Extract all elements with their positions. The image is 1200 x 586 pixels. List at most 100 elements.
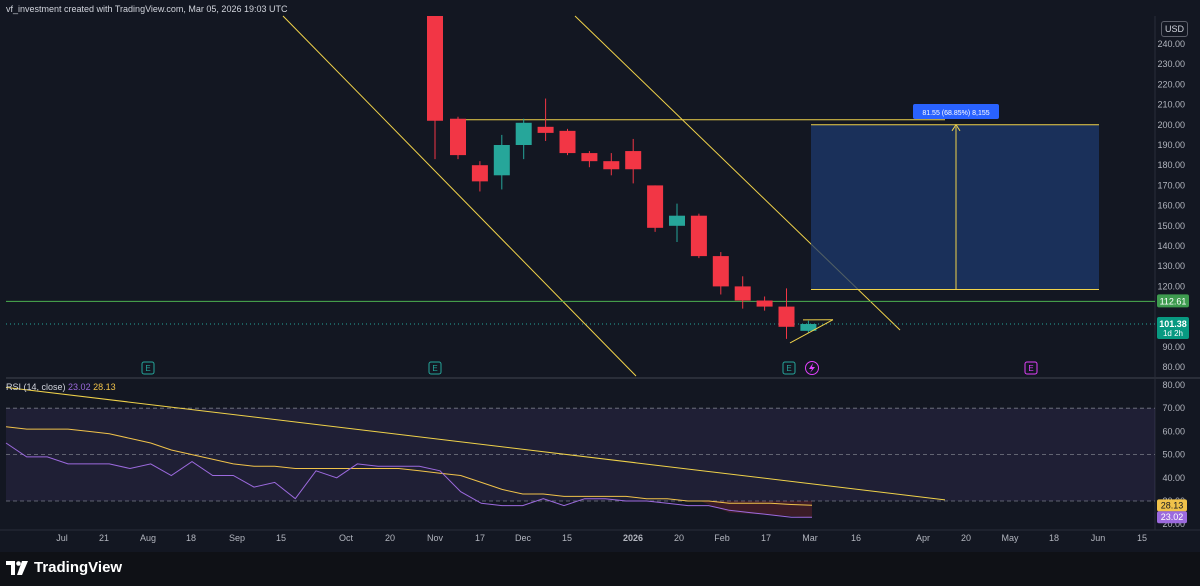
rsi-legend-title: RSI (14, close) (6, 382, 66, 392)
rsi-oversold-fill (700, 501, 812, 518)
price-tick-label: 120.00 (1157, 281, 1185, 291)
time-tick-label: 17 (761, 533, 771, 543)
time-tick-label: Feb (714, 533, 730, 543)
candle-body (559, 130, 576, 154)
price-tick-label: 240.00 (1157, 39, 1185, 49)
tradingview-logo-text: TradingView (34, 559, 123, 576)
candle-body (603, 161, 620, 170)
time-tick-label: Aug (140, 533, 156, 543)
candle-body (734, 286, 751, 301)
candle-body (690, 215, 707, 257)
pattern-line-lower (789, 319, 834, 344)
rsi-tick-label: 60.00 (1162, 426, 1185, 436)
candle-body (647, 185, 664, 228)
hline-label-bg (1157, 294, 1189, 308)
rsi-ma-badge (1157, 499, 1187, 512)
rsi-badge-label: 23.02 (1161, 512, 1184, 522)
rsi-tick-label: 50.00 (1162, 450, 1185, 460)
price-tick-label: 90.00 (1162, 342, 1185, 352)
rsi-trendline (5, 386, 946, 501)
split-marker-icon (805, 361, 819, 375)
time-tick-label: Nov (427, 533, 444, 543)
rsi-line (5, 442, 812, 518)
target-arrow-head (951, 123, 961, 132)
time-tick-label: 15 (562, 533, 572, 543)
currency-badge[interactable]: USD (1161, 21, 1188, 37)
target-label: 81.55 (68.85%) 8,155 (922, 110, 989, 117)
earnings-marker (782, 361, 796, 375)
candle-body (581, 153, 598, 162)
price-tick-label: 220.00 (1157, 79, 1185, 89)
time-tick-label: Dec (515, 533, 532, 543)
price-tick-label: 190.00 (1157, 140, 1185, 150)
price-tick-label: 230.00 (1157, 59, 1185, 69)
rsi-ma-line (5, 426, 813, 506)
candle-body (537, 126, 554, 133)
time-tick-label: Apr (916, 533, 930, 543)
candle-body (427, 16, 443, 121)
price-tick-label: 150.00 (1157, 221, 1185, 231)
time-tick-label: 2026 (623, 533, 643, 543)
hline-label: 112.61 (1160, 296, 1187, 306)
rsi-tick-label: 20.00 (1162, 519, 1185, 529)
time-tick-label: Jul (56, 533, 68, 543)
channel-lower-line (282, 15, 637, 377)
rsi-legend: RSI (14, close) 23.02 28.13 (6, 382, 116, 392)
candle-body (669, 215, 685, 226)
time-tick-label: Mar (802, 533, 818, 543)
price-tick-label: 140.00 (1157, 241, 1185, 251)
footer-bar (0, 552, 1200, 586)
candle-body (756, 300, 773, 307)
earnings-marker-label: E (786, 364, 791, 373)
target-label-bg (913, 104, 999, 119)
candle-body (493, 145, 510, 176)
rsi-legend-ma-value: 28.13 (93, 382, 116, 392)
price-tick-label: 80.00 (1162, 362, 1185, 372)
price-tick-label: 210.00 (1157, 100, 1185, 110)
lightning-icon (809, 363, 815, 373)
earnings-marker (141, 361, 155, 375)
time-tick-label: 20 (674, 533, 684, 543)
earnings-marker (1024, 361, 1038, 375)
time-tick-label: 18 (186, 533, 196, 543)
earnings-marker-label: E (1028, 364, 1033, 373)
tradingview-logo-icon (6, 560, 28, 575)
candle-body (800, 324, 817, 331)
last-price-badge (1157, 317, 1189, 340)
candle-body (471, 165, 488, 182)
candle-body (712, 256, 729, 287)
time-tick-label: Sep (229, 533, 245, 543)
time-tick-label: 15 (1137, 533, 1147, 543)
time-tick-label: Oct (339, 533, 354, 543)
price-tick-label: 200.00 (1157, 120, 1185, 130)
time-tick-label: Jun (1091, 533, 1106, 543)
rsi-tick-label: 40.00 (1162, 473, 1185, 483)
time-tick-label: 21 (99, 533, 109, 543)
earnings-marker-label: E (432, 364, 437, 373)
time-tick-label: 17 (475, 533, 485, 543)
earnings-marker-label: E (145, 364, 150, 373)
candle-body (450, 118, 466, 156)
candle-body (515, 122, 532, 145)
rsi-tick-label: 70.00 (1162, 403, 1185, 413)
price-tick-label: 180.00 (1157, 160, 1185, 170)
time-tick-label: 18 (1049, 533, 1059, 543)
time-tick-label: 20 (961, 533, 971, 543)
target-box (811, 124, 1099, 290)
rsi-badge (1157, 511, 1187, 524)
tradingview-logo[interactable]: TradingView (6, 559, 122, 576)
time-tick-label: 20 (385, 533, 395, 543)
time-tick-label: May (1001, 533, 1019, 543)
rsi-tick-label: 80.00 (1162, 380, 1185, 390)
price-tick-label: 160.00 (1157, 201, 1185, 211)
price-tick-label: 170.00 (1157, 180, 1185, 190)
rsi-ma-badge-label: 28.13 (1161, 500, 1184, 510)
time-tick-label: 16 (851, 533, 861, 543)
time-tick-label: 15 (276, 533, 286, 543)
header-title: vf_investment created with TradingView.c… (6, 4, 288, 14)
price-tick-label: 130.00 (1157, 261, 1185, 271)
candle-body (625, 151, 642, 170)
last-price-value: 101.38 (1159, 319, 1187, 329)
earnings-marker (428, 361, 442, 375)
